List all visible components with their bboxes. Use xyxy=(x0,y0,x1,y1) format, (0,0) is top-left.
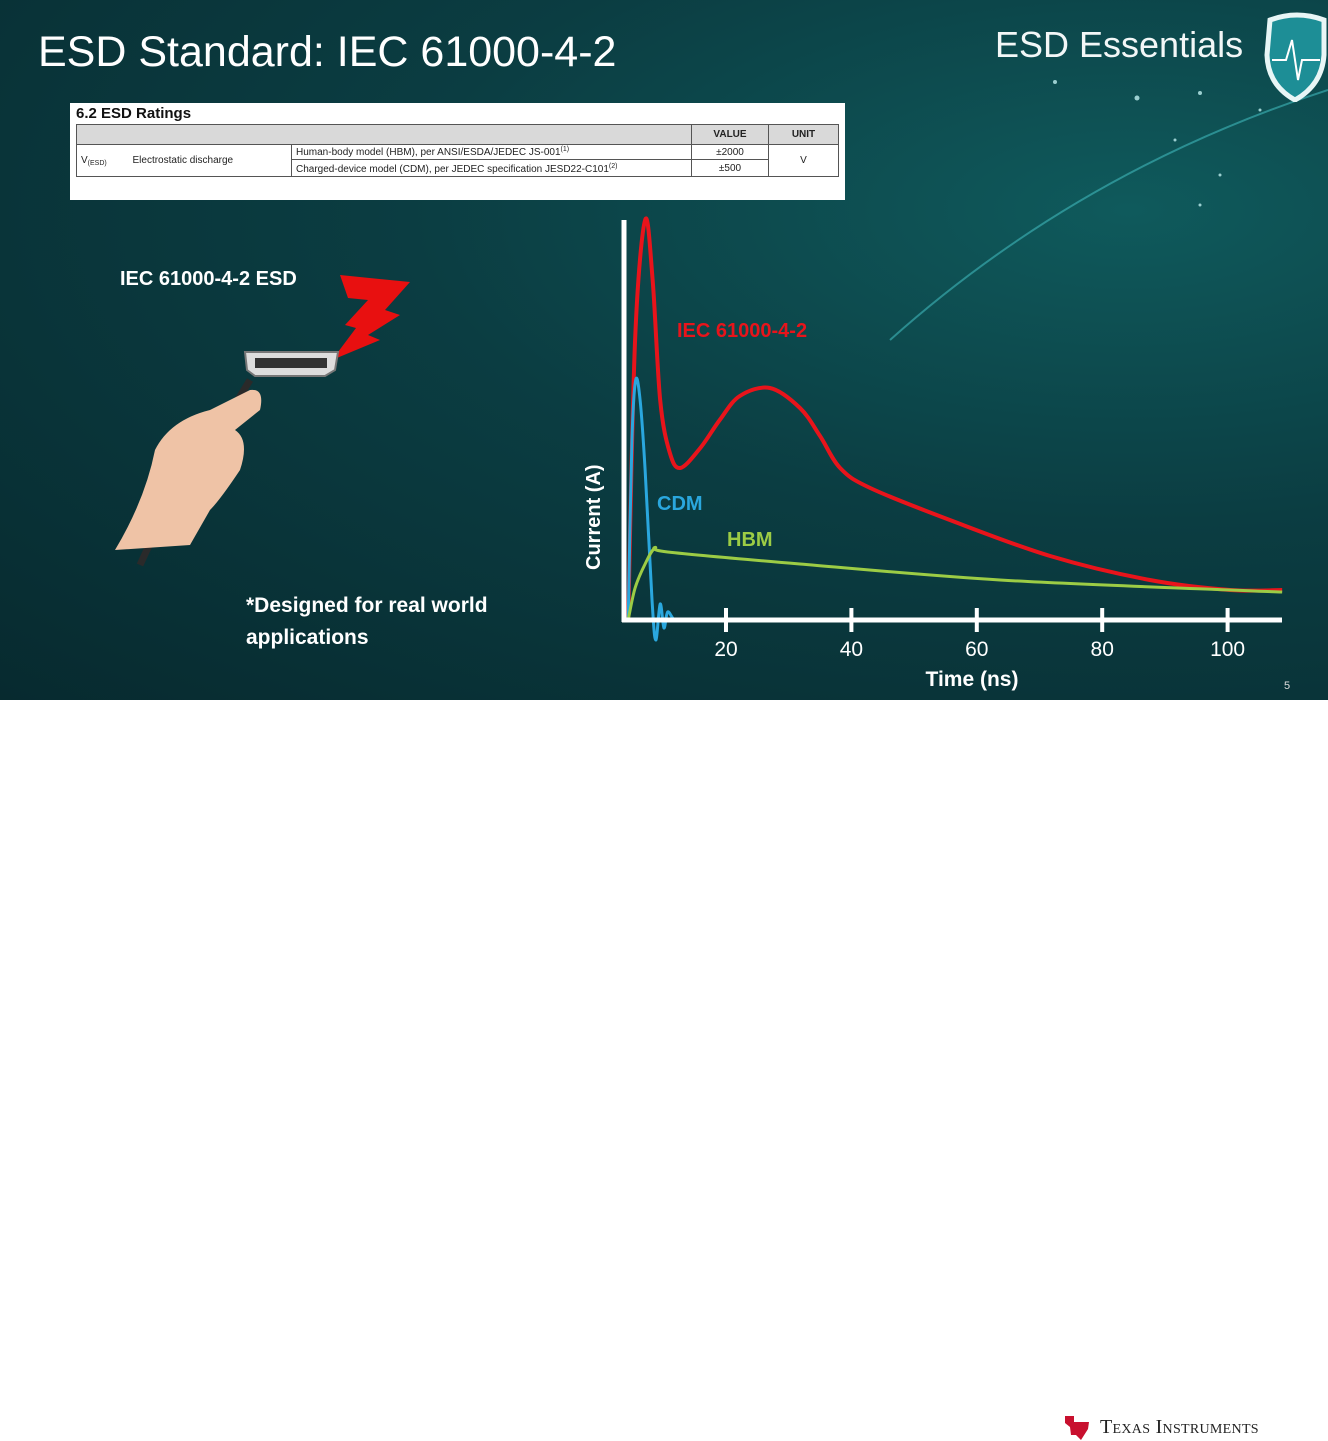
condition-cell: Charged-device model (CDM), per JEDEC sp… xyxy=(291,159,692,177)
header-unit: UNIT xyxy=(768,124,839,145)
value-cell: ±2000 xyxy=(691,144,769,160)
ti-state-icon xyxy=(1065,1416,1089,1440)
slide: ESD Standard: IEC 61000-4-2 ESD Essentia… xyxy=(0,0,1328,700)
x-tick-label: 60 xyxy=(965,638,988,661)
shield-pulse-icon xyxy=(1264,12,1327,102)
unit-cell: V xyxy=(768,144,839,177)
x-axis-label: Time (ns) xyxy=(926,668,1019,691)
hand-holding-hdmi-illustration xyxy=(115,275,410,567)
table-heading: 6.2 ESD Ratings xyxy=(76,105,192,122)
condition-cell: Human-body model (HBM), per ANSI/ESDA/JE… xyxy=(291,144,692,160)
x-tick-label: 20 xyxy=(714,638,737,661)
y-axis-label: Current (A) xyxy=(583,464,605,570)
page-number: 5 xyxy=(1284,680,1291,692)
x-tick-label: 100 xyxy=(1210,638,1245,661)
header-value: VALUE xyxy=(691,124,769,145)
series-line-iec-61000-4-2 xyxy=(626,216,1283,621)
parameter-cell: Electrostatic discharge xyxy=(128,144,292,177)
brand-title: ESD Essentials xyxy=(995,24,1244,65)
value-cell: ±500 xyxy=(691,159,769,177)
table-header-blank xyxy=(76,124,692,145)
series-label-iec: IEC 61000-4-2 xyxy=(677,320,807,342)
footer-bar: Texas Instruments xyxy=(0,700,1328,1440)
decorative-light-streak xyxy=(889,80,1328,341)
footnote-text: *Designed for real world applications xyxy=(246,594,488,649)
esd-ratings-table: 6.2 ESD Ratings VALUE UNIT V(ESD) Electr… xyxy=(70,103,845,200)
x-tick-label: 80 xyxy=(1091,638,1114,661)
series-label-cdm: CDM xyxy=(657,493,703,515)
lightning-bolt-icon xyxy=(332,275,410,360)
series-line-hbm xyxy=(626,545,1283,621)
series-line-cdm xyxy=(626,376,685,642)
symbol-cell: V(ESD) xyxy=(76,144,129,177)
slide-title: ESD Standard: IEC 61000-4-2 xyxy=(38,28,617,76)
x-tick-label: 40 xyxy=(840,638,863,661)
texas-instruments-logo: Texas Instruments xyxy=(1062,1413,1259,1441)
esd-current-waveform-chart: 20 40 60 80 100 Current (A) Time (ns) IEC 61… xyxy=(583,216,1283,691)
series-label-hbm: HBM xyxy=(727,529,773,551)
iec-esd-label: IEC 61000-4-2 ESD xyxy=(120,268,297,290)
